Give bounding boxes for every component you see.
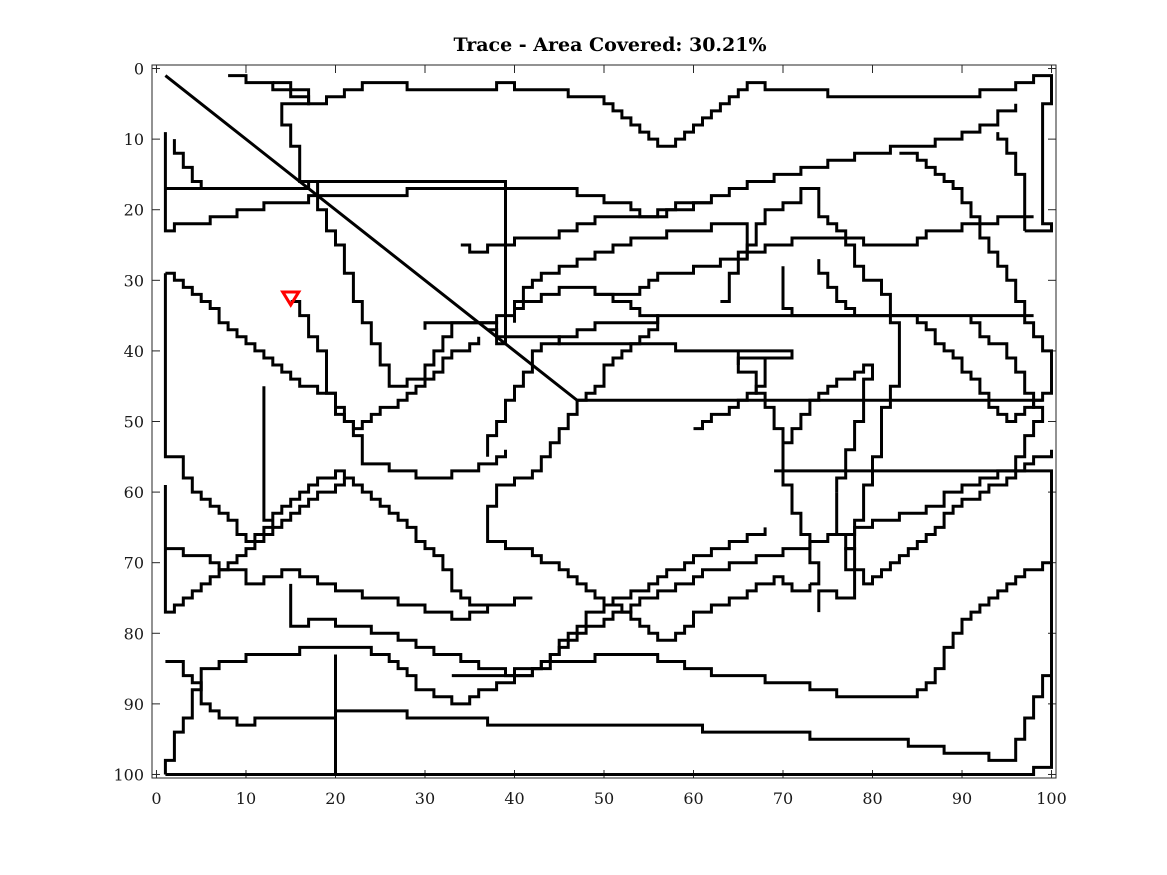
trace-path-18 — [486, 292, 812, 642]
ticks: 0 10 20 30 40 50 60 70 80 90 100 0 10 20 30 40 50 60 70 80 9… — [113, 60, 1066, 808]
trace-path-11 — [165, 469, 1053, 776]
x-tick-label: 50 — [594, 789, 614, 808]
trace-path-5 — [165, 271, 481, 431]
x-tick-label: 80 — [862, 789, 882, 808]
trace-path-22 — [720, 187, 901, 613]
y-tick-label: 60 — [124, 483, 144, 502]
trace-path-14 — [423, 321, 794, 365]
trace-path-2 — [163, 103, 1018, 233]
trace-paths — [163, 74, 1053, 776]
y-tick-label: 100 — [113, 765, 144, 784]
y-tick-label: 80 — [124, 624, 144, 643]
trace-path-30 — [693, 358, 767, 431]
trace-path-26 — [781, 151, 1053, 423]
y-tick-label: 50 — [124, 413, 144, 432]
x-tick-label: 70 — [773, 789, 793, 808]
y-tick-label: 70 — [124, 554, 144, 573]
x-tick-label: 60 — [683, 789, 703, 808]
trace-path-13 — [290, 300, 507, 480]
trace-path-20 — [451, 561, 1052, 699]
x-tick-label: 0 — [151, 789, 161, 808]
trace-path-10 — [163, 469, 1016, 775]
trace-path-27 — [996, 132, 1027, 231]
y-tick-label: 90 — [124, 695, 144, 714]
trace-path-4 — [272, 81, 749, 388]
trace-path-25 — [781, 363, 874, 493]
markers — [280, 290, 302, 308]
y-tick-label: 40 — [124, 342, 144, 361]
trace-path-28 — [969, 315, 1045, 471]
x-tick-label: 30 — [415, 789, 435, 808]
trace-path-16 — [513, 215, 1034, 323]
trace-path-3 — [165, 139, 507, 346]
x-tick-label: 40 — [504, 789, 524, 808]
trace-path-9 — [165, 534, 1053, 762]
x-tick-label: 90 — [952, 789, 972, 808]
y-tick-label: 0 — [134, 60, 144, 79]
trace-path-17 — [486, 314, 1034, 457]
trace-path-29 — [817, 259, 857, 316]
y-tick-label: 10 — [124, 130, 144, 149]
trace-path-12 — [262, 386, 273, 522]
trace-path-24 — [835, 449, 1053, 586]
trace-path-6 — [163, 273, 488, 607]
trace-path-8 — [165, 547, 533, 621]
trace-path-7 — [163, 478, 346, 614]
trace-path-0 — [164, 74, 1043, 402]
x-tick-label: 20 — [325, 789, 345, 808]
chart-title: Trace - Area Covered: 30.21% — [453, 34, 766, 56]
trace-path-15 — [460, 201, 712, 254]
trace-path-21 — [289, 527, 767, 678]
current-position-marker — [280, 290, 302, 308]
y-tick-label: 20 — [124, 201, 144, 220]
x-tick-label: 10 — [236, 789, 256, 808]
y-tick-label: 30 — [124, 271, 144, 290]
x-tick-label: 100 — [1036, 789, 1067, 808]
trace-path-1 — [228, 74, 1053, 233]
